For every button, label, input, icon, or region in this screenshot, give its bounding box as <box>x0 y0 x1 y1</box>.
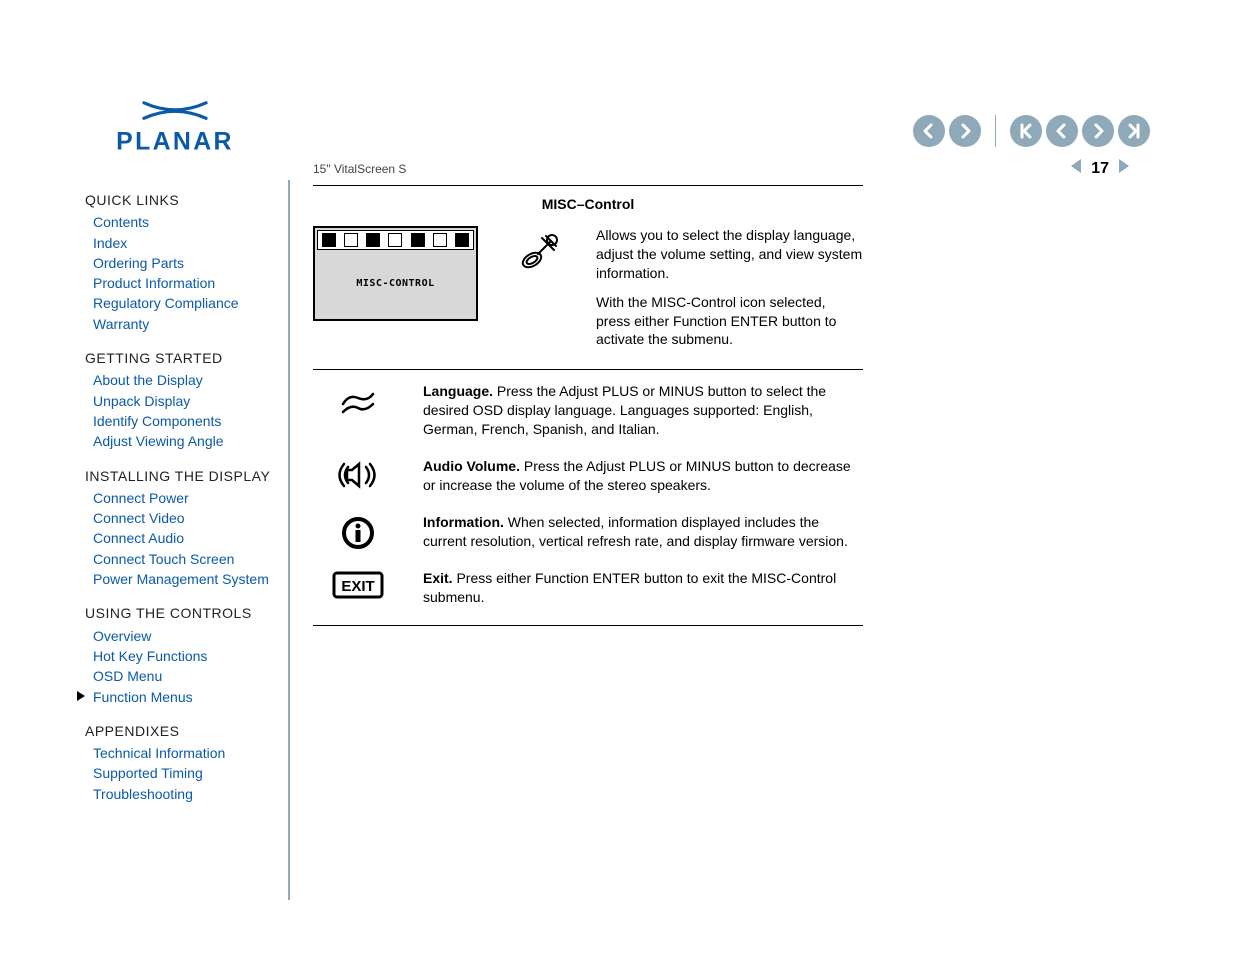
rule-top <box>313 185 863 186</box>
sidebar-link[interactable]: Index <box>85 233 280 253</box>
sidebar-nav: QUICK LINKSContentsIndexOrdering PartsPr… <box>85 190 280 804</box>
nav-next-button[interactable] <box>949 115 981 147</box>
nav-first-button[interactable] <box>1010 115 1042 147</box>
intro-p1: Allows you to select the display languag… <box>596 226 863 283</box>
content-item-title: Audio Volume. <box>423 458 520 474</box>
sidebar-link[interactable]: Supported Timing <box>85 763 280 783</box>
sidebar-link[interactable]: Ordering Parts <box>85 253 280 273</box>
main-content: MISC–Control MISC-CONTROL <box>313 185 863 626</box>
sidebar-link[interactable]: Identify Components <box>85 411 280 431</box>
sidebar-link[interactable]: Technical Information <box>85 743 280 763</box>
nav-prev-button[interactable] <box>913 115 945 147</box>
intro-p2: With the MISC-Control icon selected, pre… <box>596 293 863 350</box>
content-item-row: Audio Volume. Press the Adjust PLUS or M… <box>313 457 863 495</box>
brand-logo: PLANAR <box>95 95 255 170</box>
section-heading: MISC–Control <box>313 196 863 212</box>
content-item-text: Audio Volume. Press the Adjust PLUS or M… <box>423 457 863 495</box>
sidebar-link[interactable]: OSD Menu <box>85 666 280 686</box>
sidebar-section-title: GETTING STARTED <box>85 348 280 368</box>
misc-control-icon <box>502 226 572 280</box>
sidebar-section-title: INSTALLING THE DISPLAY <box>85 466 280 486</box>
nav-separator <box>995 115 996 147</box>
sidebar-link[interactable]: About the Display <box>85 370 280 390</box>
sidebar-link[interactable]: Unpack Display <box>85 391 280 411</box>
exit-icon: EXIT <box>313 569 403 599</box>
info-icon <box>313 513 403 551</box>
vertical-rule <box>288 180 290 900</box>
sidebar-link[interactable]: Power Management System <box>85 569 280 589</box>
sidebar-link[interactable]: Contents <box>85 212 280 232</box>
sidebar-link[interactable]: Troubleshooting <box>85 784 280 804</box>
sidebar-section-title: QUICK LINKS <box>85 190 280 210</box>
footer-next-button[interactable] <box>1115 157 1133 180</box>
content-item-row: Information. When selected, information … <box>313 513 863 551</box>
sidebar-link[interactable]: Hot Key Functions <box>85 646 280 666</box>
sidebar-section-title: APPENDIXES <box>85 721 280 741</box>
rule-bottom <box>313 625 863 626</box>
content-item-title: Language. <box>423 383 493 399</box>
sidebar-link[interactable]: Connect Video <box>85 508 280 528</box>
svg-text:EXIT: EXIT <box>341 578 374 595</box>
content-item-text: Information. When selected, information … <box>423 513 863 551</box>
rule-mid <box>313 369 863 370</box>
nav-last-button[interactable] <box>1118 115 1150 147</box>
sidebar-link[interactable]: Connect Touch Screen <box>85 549 280 569</box>
footer-model: 15" VitalScreen S <box>313 162 406 176</box>
nav-forward-button[interactable] <box>1082 115 1114 147</box>
content-item-body: Press either Function ENTER button to ex… <box>423 570 836 605</box>
osd-screenshot: MISC-CONTROL <box>313 226 478 321</box>
content-item-text: Language. Press the Adjust PLUS or MINUS… <box>423 382 863 439</box>
sidebar-link[interactable]: Overview <box>85 626 280 646</box>
nav-back-button[interactable] <box>1046 115 1078 147</box>
sidebar-link[interactable]: Product Information <box>85 273 280 293</box>
page-footer: 15" VitalScreen S 17 <box>313 157 1133 180</box>
sidebar-link[interactable]: Connect Power <box>85 488 280 508</box>
sidebar-link[interactable]: Warranty <box>85 314 280 334</box>
content-item-row: Language. Press the Adjust PLUS or MINUS… <box>313 382 863 439</box>
content-item-title: Information. <box>423 514 504 530</box>
audio-icon <box>313 457 403 491</box>
intro-text: Allows you to select the display languag… <box>596 226 863 359</box>
osd-label: MISC-CONTROL <box>315 278 476 289</box>
sidebar-link[interactable]: Connect Audio <box>85 528 280 548</box>
content-item-row: EXIT Exit. Press either Function ENTER bu… <box>313 569 863 607</box>
sidebar-link[interactable]: Adjust Viewing Angle <box>85 431 280 451</box>
footer-prev-button[interactable] <box>1067 157 1085 180</box>
content-item-text: Exit. Press either Function ENTER button… <box>423 569 863 607</box>
page-nav-toolbar <box>913 115 1150 147</box>
brand-text: PLANAR <box>116 127 234 155</box>
footer-page-number: 17 <box>1091 160 1109 178</box>
content-item-title: Exit. <box>423 570 453 586</box>
sidebar-link[interactable]: Regulatory Compliance <box>85 293 280 313</box>
sidebar-section-title: USING THE CONTROLS <box>85 603 280 623</box>
sidebar-link[interactable]: Function Menus <box>85 687 280 707</box>
language-icon <box>313 382 403 418</box>
